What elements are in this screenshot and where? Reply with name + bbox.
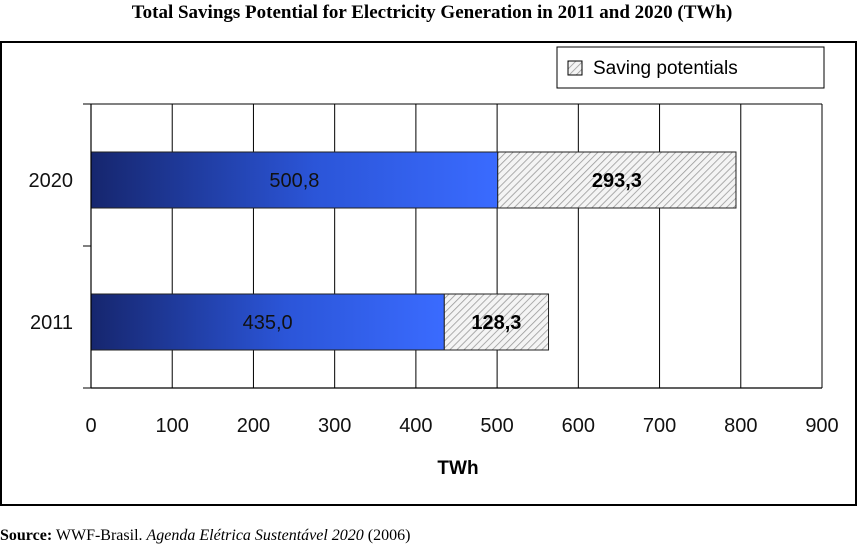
x-tick-label: 0: [85, 415, 96, 437]
source-note: Source: WWF-Brasil. Agenda Elétrica Sust…: [0, 527, 410, 545]
bar-consumption-2011: [90, 293, 445, 351]
bar-consumption-2020: [90, 151, 499, 209]
source-org: WWF-Brasil.: [55, 527, 143, 544]
legend: Saving potentials: [556, 46, 825, 89]
x-tick-label: 800: [724, 415, 757, 437]
x-tick-label: 200: [237, 415, 270, 437]
bar-saving-2011: [443, 293, 550, 351]
x-tick-label: 500: [480, 415, 513, 437]
legend-swatch: [567, 60, 583, 76]
x-axis-title: TWh: [437, 458, 478, 479]
source-label: Source:: [0, 527, 53, 544]
source-publication: Agenda Elétrica Sustentável 2020: [146, 527, 364, 544]
data-label: 293,3: [592, 170, 642, 192]
data-label: 128,3: [471, 312, 521, 334]
legend-box: [556, 46, 825, 89]
data-label: 500,8: [269, 170, 319, 192]
chart-frame: [0, 41, 857, 506]
bar-saving-2020: [497, 151, 737, 209]
x-tick-label: 100: [156, 415, 189, 437]
chart-title: Total Savings Potential for Electricity …: [131, 2, 733, 23]
category-label: 2020: [29, 170, 74, 192]
x-tick-label: 400: [399, 415, 432, 437]
x-tick-label: 300: [318, 415, 351, 437]
x-tick-label: 700: [643, 415, 676, 437]
x-tick-label: 600: [562, 415, 595, 437]
x-tick-label: 900: [805, 415, 838, 437]
legend-label: Saving potentials: [593, 58, 738, 79]
data-label: 435,0: [243, 312, 293, 334]
source-year: (2006): [367, 527, 411, 544]
category-label: 2011: [30, 312, 73, 334]
